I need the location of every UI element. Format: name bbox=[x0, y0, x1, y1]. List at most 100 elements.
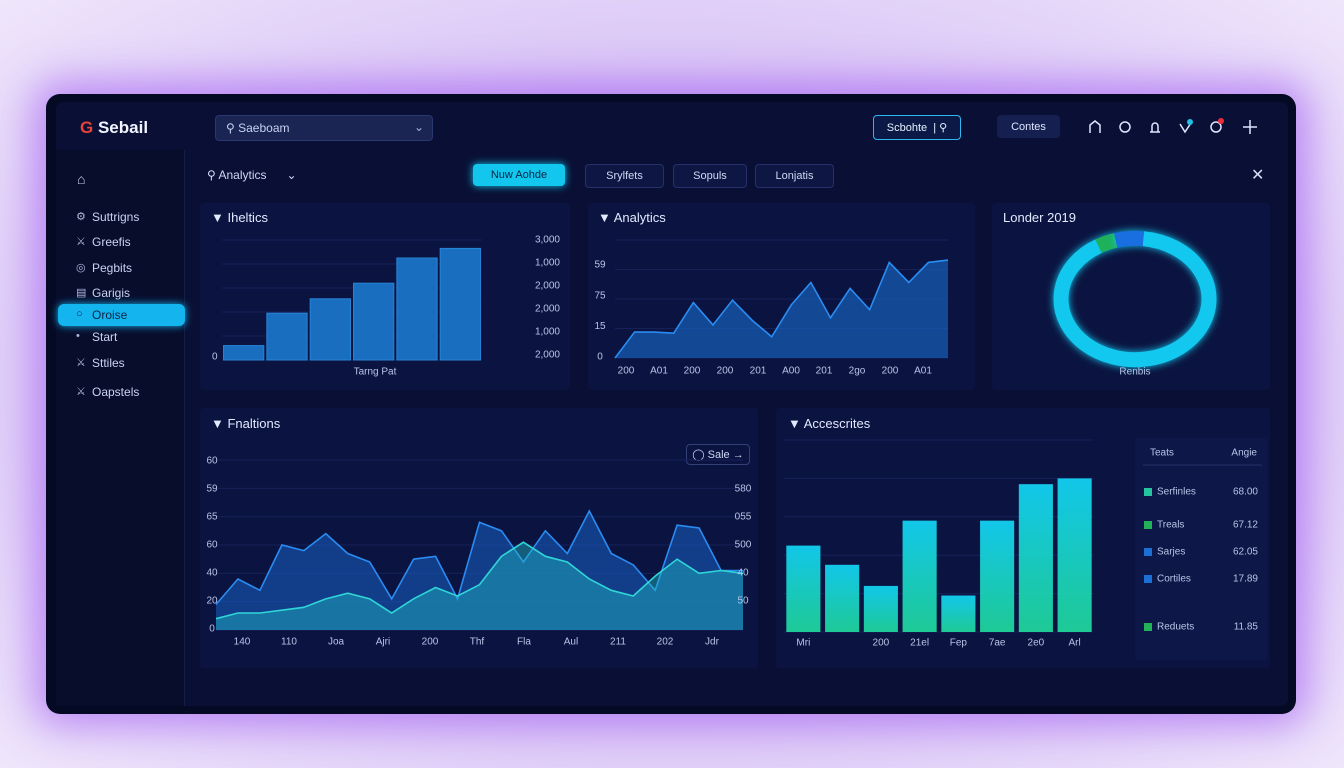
contact-button[interactable]: Contes bbox=[997, 115, 1060, 138]
panel bbox=[200, 408, 758, 668]
axis-label: 65 bbox=[206, 512, 218, 523]
legend-header: Teats bbox=[1150, 448, 1174, 459]
axis-label: 75 bbox=[594, 290, 606, 301]
sidebar-item[interactable]: ◎ Pegbits bbox=[58, 257, 185, 279]
x-tick-label: Fla bbox=[517, 637, 531, 648]
legend-name: Sarjes bbox=[1157, 547, 1185, 558]
bar bbox=[223, 345, 265, 361]
sidebar-label: Oroise bbox=[92, 308, 128, 322]
x-tick-label: Mri bbox=[796, 638, 810, 649]
donut-segment bbox=[1053, 231, 1217, 368]
area bbox=[615, 260, 948, 358]
chevron: ⌄ bbox=[413, 120, 424, 134]
axis-label: 15 bbox=[594, 321, 606, 332]
x-tick-label: 200 bbox=[618, 366, 635, 377]
x-tick-label: A01 bbox=[914, 366, 932, 377]
legend-value: 11.85 bbox=[1234, 622, 1259, 633]
home-icon[interactable] bbox=[1089, 120, 1101, 133]
sidebar-icon: ⚔ bbox=[76, 357, 86, 369]
axis-label: 3,000 bbox=[535, 235, 560, 246]
x-tick-label: 2e0 bbox=[1028, 638, 1045, 649]
axis-label: 580 bbox=[735, 484, 752, 495]
sidebar-icon: • bbox=[76, 330, 80, 342]
brand: Sebail bbox=[97, 118, 149, 137]
x-tick-label: Jdr bbox=[705, 637, 720, 648]
bar bbox=[309, 298, 351, 361]
primary-button[interactable]: Nuw Aohde bbox=[473, 164, 565, 186]
line bbox=[215, 509, 743, 606]
panel-title: ▼ Analytics bbox=[598, 210, 666, 225]
x-tick-label: A00 bbox=[782, 366, 800, 377]
close-button[interactable]: ✕ bbox=[1251, 167, 1265, 184]
bar bbox=[863, 585, 898, 632]
x-tick-label: Ajri bbox=[376, 637, 390, 648]
panel-title: ▼ Accescrites bbox=[788, 416, 871, 431]
sidebar-item[interactable]: ⚙ Suttrigns bbox=[58, 206, 185, 228]
sidebar-item[interactable]: ⚔ Sttiles bbox=[58, 352, 185, 374]
toolbar-dropdown[interactable]: ⚲ Analytics ⌄ bbox=[207, 168, 297, 182]
axis-label: 2,000 bbox=[535, 281, 560, 292]
x-tick-label: 200 bbox=[717, 366, 734, 377]
bell-icon[interactable] bbox=[1150, 122, 1160, 133]
search-field[interactable]: ⚲ Saeboam ⌄ bbox=[215, 115, 433, 141]
header-icons bbox=[1089, 118, 1257, 134]
axis-label: 40 bbox=[737, 568, 749, 579]
panel-title: ▼ Fnaltions bbox=[211, 416, 281, 431]
heart-icon[interactable] bbox=[1179, 122, 1192, 134]
x-tick-label: 200 bbox=[882, 366, 899, 377]
title: Analytics bbox=[613, 210, 666, 225]
sidebar-item[interactable]: ▤ Garigis bbox=[58, 282, 185, 304]
sidebar-item[interactable]: ⚔ Oapstels bbox=[58, 381, 185, 403]
more-icon[interactable] bbox=[1243, 120, 1257, 134]
sidebar-label: Sttiles bbox=[92, 356, 125, 370]
x-tick-label: 211 bbox=[610, 637, 626, 648]
legend-swatch bbox=[1144, 548, 1152, 556]
sidebar-label: Oapstels bbox=[92, 385, 140, 399]
sidebar-icon: ○ bbox=[76, 308, 83, 320]
sale-button[interactable]: ◯ Sale → bbox=[686, 444, 750, 465]
axis-label: 0 bbox=[212, 352, 218, 363]
x-tick-label: Aul bbox=[564, 637, 578, 648]
axis-label: 60 bbox=[206, 540, 218, 551]
area bbox=[216, 542, 743, 630]
axis-label: 60 bbox=[206, 456, 218, 467]
legend-swatch bbox=[1144, 623, 1152, 631]
x-tick-label: 2go bbox=[849, 366, 866, 377]
sidebar-icon: ⚙ bbox=[76, 211, 86, 223]
toolbar-button[interactable]: Srylfets bbox=[585, 164, 664, 188]
bar bbox=[941, 595, 976, 632]
sidebar-item[interactable]: ⚔ Greefis bbox=[58, 231, 185, 253]
donut-segment bbox=[1114, 230, 1145, 248]
axis-label: 055 bbox=[735, 512, 752, 523]
settings-icon[interactable] bbox=[1119, 121, 1131, 133]
sidebar-label: Greefis bbox=[92, 235, 131, 249]
legend-name: Cortiles bbox=[1157, 574, 1191, 585]
x-tick-label: A01 bbox=[650, 366, 668, 377]
badge bbox=[1218, 118, 1224, 124]
sale-label: Sale bbox=[707, 448, 730, 461]
toolbar-button[interactable]: Sopuls bbox=[673, 164, 747, 188]
sidebar-icon: ⚔ bbox=[76, 236, 86, 248]
axis-label: 50 bbox=[737, 596, 749, 607]
search-button[interactable]: Scbohte | ⚲ bbox=[873, 115, 961, 140]
user-icon[interactable] bbox=[1210, 121, 1222, 133]
sidebar-item[interactable]: ○ Oroise bbox=[58, 304, 185, 326]
x-tick-label: 110 bbox=[281, 637, 297, 648]
sidebar-item[interactable]: • Start bbox=[58, 326, 185, 348]
sidebar-icon: ◎ bbox=[76, 262, 86, 274]
sidebar-label: Garigis bbox=[92, 286, 131, 300]
sidebar-icon: ⚔ bbox=[76, 386, 86, 398]
legend-value: 67.12 bbox=[1233, 520, 1258, 531]
bar bbox=[825, 564, 860, 632]
sidebar bbox=[56, 150, 185, 706]
search-placeholder: Saeboam bbox=[238, 121, 290, 135]
bar bbox=[1057, 478, 1092, 632]
toolbar-button[interactable]: Lonjatis bbox=[755, 164, 834, 188]
title: Fnaltions bbox=[227, 416, 281, 431]
axis-label: 2,000 bbox=[535, 304, 560, 315]
axis-label: 500 bbox=[735, 540, 752, 551]
home-icon[interactable]: ⌂ bbox=[77, 171, 86, 187]
sidebar-label: Suttrigns bbox=[92, 210, 140, 224]
axis-label: 1,000 bbox=[535, 258, 560, 269]
